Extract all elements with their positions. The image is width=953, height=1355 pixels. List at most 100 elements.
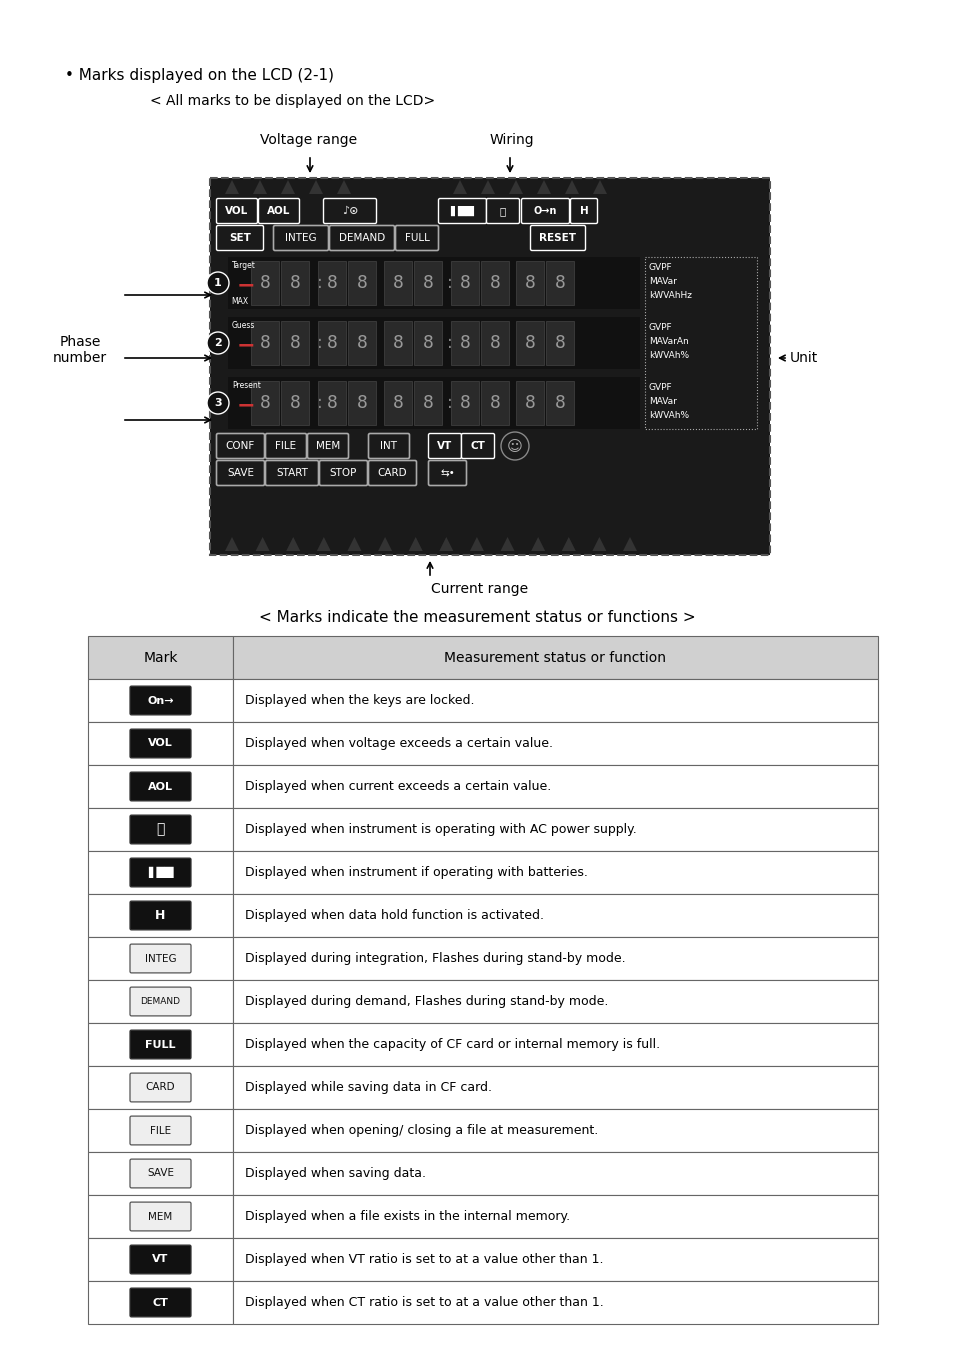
Text: 8: 8	[259, 274, 270, 291]
Polygon shape	[453, 180, 467, 194]
Bar	[233, 1066, 877, 1108]
Polygon shape	[593, 180, 606, 194]
Text: GVPF: GVPF	[648, 383, 672, 392]
Text: 8: 8	[459, 394, 470, 412]
Text: kWVAhHz: kWVAhHz	[648, 291, 691, 299]
Circle shape	[500, 432, 529, 459]
Polygon shape	[564, 180, 578, 194]
Text: 8: 8	[392, 333, 403, 352]
Bar	[451, 321, 478, 364]
Text: 8: 8	[326, 274, 337, 291]
Text: 8: 8	[290, 394, 300, 412]
Text: FULL: FULL	[404, 233, 429, 243]
FancyBboxPatch shape	[130, 686, 191, 715]
FancyBboxPatch shape	[395, 225, 438, 251]
FancyBboxPatch shape	[130, 1159, 191, 1188]
Text: FILE: FILE	[150, 1126, 171, 1135]
Text: VOL: VOL	[148, 738, 172, 748]
FancyBboxPatch shape	[368, 434, 409, 458]
Text: 8: 8	[459, 274, 470, 291]
Text: START: START	[275, 467, 308, 478]
FancyBboxPatch shape	[130, 1117, 191, 1145]
Text: kWVAh%: kWVAh%	[648, 351, 688, 360]
FancyBboxPatch shape	[130, 1030, 191, 1058]
Text: < Marks indicate the measurement status or functions >: < Marks indicate the measurement status …	[258, 610, 695, 625]
Bar	[88, 722, 233, 766]
FancyBboxPatch shape	[130, 901, 191, 930]
Text: ♪⊙: ♪⊙	[341, 206, 358, 215]
Bar	[451, 262, 478, 305]
Text: VT: VT	[152, 1255, 169, 1264]
Bar	[88, 894, 233, 938]
FancyBboxPatch shape	[130, 772, 191, 801]
Bar	[317, 381, 346, 425]
Polygon shape	[377, 537, 392, 551]
FancyBboxPatch shape	[216, 461, 264, 485]
Bar	[516, 262, 543, 305]
Bar	[317, 262, 346, 305]
Polygon shape	[253, 180, 267, 194]
FancyBboxPatch shape	[521, 198, 569, 224]
Polygon shape	[255, 537, 270, 551]
Polygon shape	[509, 180, 522, 194]
Text: SET: SET	[229, 233, 251, 243]
Polygon shape	[225, 537, 239, 551]
Bar	[88, 1108, 233, 1152]
FancyBboxPatch shape	[258, 198, 299, 224]
Text: CT: CT	[152, 1298, 169, 1308]
Text: Displayed when VT ratio is set to at a value other than 1.: Displayed when VT ratio is set to at a v…	[245, 1253, 603, 1266]
Polygon shape	[336, 180, 351, 194]
Bar	[88, 808, 233, 851]
Bar	[88, 1023, 233, 1066]
FancyBboxPatch shape	[265, 434, 306, 458]
Bar	[480, 381, 509, 425]
Text: 8: 8	[422, 274, 433, 291]
Bar	[281, 381, 309, 425]
Bar	[516, 381, 543, 425]
Text: SAVE: SAVE	[227, 467, 253, 478]
Text: MAVarAn: MAVarAn	[648, 337, 688, 346]
Text: • Marks displayed on the LCD (2-1): • Marks displayed on the LCD (2-1)	[65, 68, 334, 83]
Text: 8: 8	[356, 394, 367, 412]
Text: RESET: RESET	[539, 233, 576, 243]
Text: 8: 8	[489, 274, 500, 291]
Text: Displayed when instrument is operating with AC power supply.: Displayed when instrument is operating w…	[245, 822, 636, 836]
FancyBboxPatch shape	[216, 225, 263, 251]
Bar	[233, 1280, 877, 1324]
Bar	[88, 1195, 233, 1238]
Text: 8: 8	[459, 333, 470, 352]
Text: Voltage range: Voltage range	[260, 133, 356, 146]
Text: Displayed when a file exists in the internal memory.: Displayed when a file exists in the inte…	[245, 1210, 570, 1224]
Polygon shape	[480, 180, 495, 194]
Bar	[233, 1108, 877, 1152]
Polygon shape	[309, 180, 323, 194]
Bar	[281, 262, 309, 305]
Text: FULL: FULL	[145, 1039, 175, 1050]
Bar	[233, 635, 877, 679]
Polygon shape	[286, 537, 300, 551]
FancyBboxPatch shape	[130, 1202, 191, 1230]
Text: 8: 8	[554, 394, 565, 412]
Text: Displayed when instrument if operating with batteries.: Displayed when instrument if operating w…	[245, 866, 587, 879]
Text: VT: VT	[436, 440, 452, 451]
Bar	[228, 317, 639, 369]
Text: MAX: MAX	[231, 297, 248, 306]
Text: INT: INT	[380, 440, 397, 451]
Text: Displayed when the keys are locked.: Displayed when the keys are locked.	[245, 694, 474, 707]
Text: Unit: Unit	[789, 351, 818, 364]
Text: 8: 8	[524, 333, 535, 352]
Text: 8: 8	[356, 274, 367, 291]
Text: :: :	[316, 274, 322, 291]
Bar	[384, 381, 412, 425]
Text: MEM: MEM	[315, 440, 340, 451]
Bar	[480, 262, 509, 305]
Text: 8: 8	[392, 394, 403, 412]
FancyBboxPatch shape	[530, 225, 585, 251]
Text: Current range: Current range	[431, 583, 528, 596]
Text: 8: 8	[422, 394, 433, 412]
Text: CARD: CARD	[377, 467, 407, 478]
Text: 2: 2	[213, 337, 222, 348]
Text: Measurement status or function: Measurement status or function	[444, 650, 666, 664]
FancyBboxPatch shape	[323, 198, 376, 224]
Text: :: :	[316, 333, 322, 352]
